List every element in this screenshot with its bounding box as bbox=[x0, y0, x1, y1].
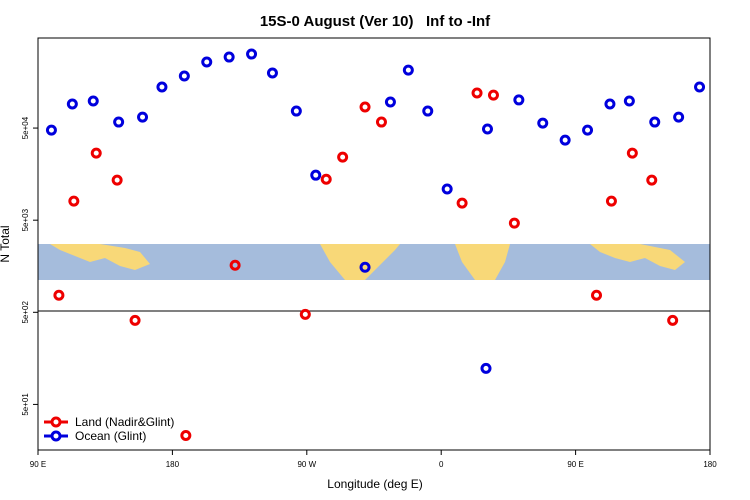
point bbox=[605, 195, 617, 207]
point bbox=[53, 289, 65, 301]
point bbox=[113, 116, 125, 128]
point bbox=[384, 96, 396, 108]
point bbox=[299, 308, 311, 320]
x-tick-label: 0 bbox=[439, 460, 444, 469]
point bbox=[266, 67, 278, 79]
point bbox=[402, 64, 414, 76]
point bbox=[694, 81, 706, 93]
point bbox=[156, 81, 168, 93]
point bbox=[480, 362, 492, 374]
point bbox=[513, 94, 525, 106]
point bbox=[359, 261, 371, 273]
point bbox=[649, 116, 661, 128]
point bbox=[604, 98, 616, 110]
x-tick-label: 90 E bbox=[567, 460, 583, 469]
point bbox=[559, 134, 571, 146]
point bbox=[508, 217, 520, 229]
point bbox=[537, 117, 549, 129]
point bbox=[471, 87, 483, 99]
point bbox=[673, 111, 685, 123]
point bbox=[456, 197, 468, 209]
point bbox=[137, 111, 149, 123]
y-tick-label: 5e+01 bbox=[21, 393, 30, 416]
y-tick-label: 5e+04 bbox=[21, 116, 30, 139]
x-axis-label: Longitude (deg E) bbox=[327, 477, 422, 491]
point bbox=[623, 95, 635, 107]
y-tick-label: 5e+03 bbox=[21, 208, 30, 231]
chart-title: 15S-0 August (Ver 10) Inf to -Inf bbox=[260, 13, 491, 30]
point bbox=[290, 105, 302, 117]
legend-label: Land (Nadir&Glint) bbox=[75, 415, 174, 429]
legend-label: Ocean (Glint) bbox=[75, 429, 146, 443]
point bbox=[201, 56, 213, 68]
map-land bbox=[320, 244, 400, 280]
map-land bbox=[455, 244, 510, 280]
point bbox=[178, 70, 190, 82]
point bbox=[320, 173, 332, 185]
point bbox=[626, 147, 638, 159]
point bbox=[337, 151, 349, 163]
point bbox=[129, 314, 141, 326]
plot-frame bbox=[37, 37, 711, 451]
map-land bbox=[590, 244, 685, 270]
point bbox=[422, 105, 434, 117]
point bbox=[646, 174, 658, 186]
legend-marker bbox=[50, 416, 62, 428]
point bbox=[375, 116, 387, 128]
x-tick-label: 90 E bbox=[30, 460, 46, 469]
point bbox=[45, 124, 57, 136]
point bbox=[246, 48, 258, 60]
point bbox=[229, 259, 241, 271]
point bbox=[68, 195, 80, 207]
point bbox=[111, 174, 123, 186]
map-inset bbox=[38, 244, 710, 280]
point bbox=[582, 124, 594, 136]
point bbox=[487, 89, 499, 101]
point bbox=[223, 51, 235, 63]
point bbox=[481, 123, 493, 135]
point bbox=[87, 95, 99, 107]
y-tick-label: 5e+02 bbox=[21, 301, 30, 324]
map-land bbox=[50, 244, 150, 270]
point bbox=[359, 101, 371, 113]
point bbox=[591, 289, 603, 301]
point bbox=[66, 98, 78, 110]
point bbox=[90, 147, 102, 159]
point bbox=[441, 183, 453, 195]
x-tick-label: 180 bbox=[166, 460, 180, 469]
point bbox=[180, 429, 192, 441]
y-axis-label: N Total bbox=[0, 225, 12, 262]
x-tick-label: 90 W bbox=[297, 460, 316, 469]
point bbox=[310, 169, 322, 181]
x-tick-label: 180 bbox=[703, 460, 717, 469]
legend-marker bbox=[50, 430, 62, 442]
point bbox=[667, 314, 679, 326]
